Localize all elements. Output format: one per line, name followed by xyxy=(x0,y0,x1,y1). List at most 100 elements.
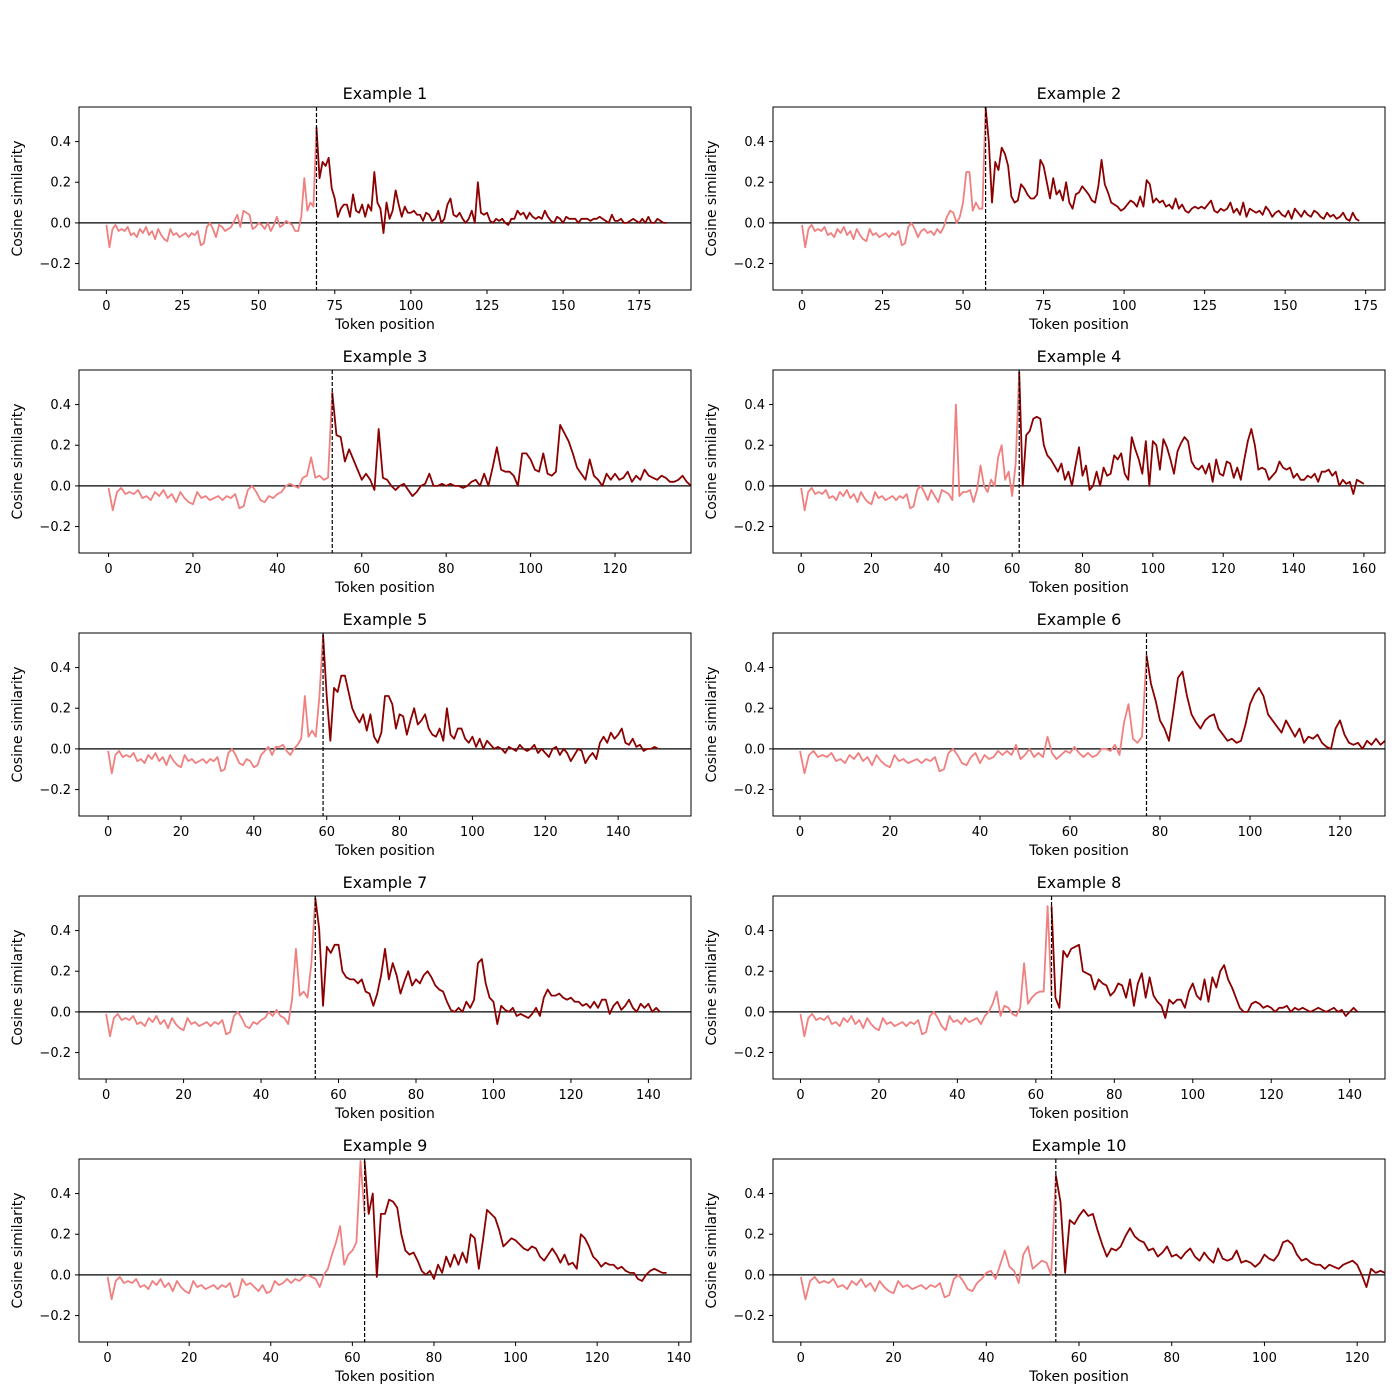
y-tick-label: 0.4 xyxy=(50,661,71,676)
x-tick-label: 40 xyxy=(262,1351,279,1366)
x-tick-label: 80 xyxy=(1163,1351,1180,1366)
prompt-series-line xyxy=(800,371,1021,512)
chart-title: Example 9 xyxy=(343,1136,428,1155)
chart-panel: 0 25 50 75 100 125 150 175 −0.2 0.0 0.2 0.4 Example … xyxy=(10,84,692,333)
x-tick-label: 175 xyxy=(1353,299,1378,314)
x-tick-label: 150 xyxy=(1273,299,1298,314)
chart-panel: 0 25 50 75 100 125 150 175 −0.2 0.0 0.2 0.4 Example … xyxy=(704,84,1386,333)
x-tick-label: 150 xyxy=(551,299,576,314)
x-tick-label: 60 xyxy=(318,825,335,840)
y-tick-label: 0.2 xyxy=(744,1228,765,1243)
prompt-series-line xyxy=(106,1160,366,1301)
y-tick-label: 0.2 xyxy=(50,702,71,717)
y-tick-label: −0.2 xyxy=(733,257,765,272)
x-axis-label: Token position xyxy=(1028,317,1129,333)
y-tick-label: 0.4 xyxy=(744,924,765,939)
x-tick-label: 80 xyxy=(426,1351,443,1366)
response-series-line xyxy=(331,392,691,497)
x-tick-label: 125 xyxy=(475,299,500,314)
x-tick-label: 125 xyxy=(1192,299,1217,314)
x-tick-label: 40 xyxy=(972,825,989,840)
x-tick-label: 80 xyxy=(1074,562,1091,577)
plot-frame xyxy=(78,632,692,817)
x-tick-label: 140 xyxy=(636,1088,661,1103)
response-series-line xyxy=(984,107,1360,222)
x-tick-label: 40 xyxy=(246,825,263,840)
x-tick-label: 120 xyxy=(1211,562,1236,577)
y-tick-label: 0.0 xyxy=(50,742,71,757)
x-tick-label: 20 xyxy=(882,825,899,840)
x-tick-label: 20 xyxy=(885,1351,902,1366)
x-axis-label: Token position xyxy=(1028,1106,1129,1122)
x-tick-label: 120 xyxy=(533,825,558,840)
prompt-series-line xyxy=(799,655,1148,775)
y-tick-label: 0.0 xyxy=(744,1268,765,1283)
y-tick-label: −0.2 xyxy=(733,1309,765,1324)
y-axis-label: Cosine similarity xyxy=(10,403,26,519)
prompt-series-line xyxy=(799,1175,1057,1301)
y-tick-label: 0.2 xyxy=(50,176,71,191)
x-axis-label: Token position xyxy=(1028,843,1129,859)
x-axis-label: Token position xyxy=(1028,580,1129,596)
x-tick-label: 100 xyxy=(1180,1088,1205,1103)
x-tick-label: 100 xyxy=(481,1088,506,1103)
y-tick-label: 0.2 xyxy=(744,439,765,454)
chart-title: Example 4 xyxy=(1037,347,1122,366)
y-tick-label: −0.2 xyxy=(733,1046,765,1061)
y-axis-label: Cosine similarity xyxy=(10,1192,26,1308)
x-tick-label: 0 xyxy=(104,562,112,577)
y-tick-label: −0.2 xyxy=(733,783,765,798)
y-tick-label: 0.4 xyxy=(744,661,765,676)
x-tick-label: 25 xyxy=(174,299,191,314)
x-tick-label: 140 xyxy=(1281,562,1306,577)
y-tick-label: 0.4 xyxy=(50,924,71,939)
chart-title: Example 8 xyxy=(1037,873,1122,892)
chart-panel: 0 20 40 60 80 100 120 140 −0.2 0.0 0.2 0.4 Example 5… xyxy=(10,610,692,859)
y-tick-label: 0.0 xyxy=(744,742,765,757)
x-tick-label: 0 xyxy=(796,825,804,840)
response-series-line xyxy=(1145,655,1385,750)
x-tick-label: 0 xyxy=(102,1088,110,1103)
chart-title: Example 5 xyxy=(343,610,428,629)
x-tick-label: 75 xyxy=(1035,299,1052,314)
y-tick-label: 0.4 xyxy=(50,398,71,413)
x-tick-label: 100 xyxy=(460,825,485,840)
x-tick-label: 80 xyxy=(1152,825,1169,840)
x-tick-label: 140 xyxy=(666,1351,691,1366)
chart-title: Example 1 xyxy=(343,84,428,103)
prompt-series-line xyxy=(801,107,987,249)
chart-panel: 0 20 40 60 80 100 120 140 −0.2 0.0 0.2 0.4 Example 9… xyxy=(10,1136,692,1385)
y-tick-label: 0.2 xyxy=(744,965,765,980)
chart-panel: 0 20 40 60 80 100 120 −0.2 0.0 0.2 0.4 Example 10 To… xyxy=(704,1136,1386,1385)
x-tick-label: 40 xyxy=(269,562,286,577)
plot-frame xyxy=(78,369,692,554)
y-tick-label: 0.2 xyxy=(50,965,71,980)
y-tick-label: −0.2 xyxy=(39,1046,71,1061)
plot-frame xyxy=(78,1158,692,1343)
x-tick-label: 0 xyxy=(798,299,806,314)
x-axis-label: Token position xyxy=(334,317,435,333)
chart-panel: 0 20 40 60 80 100 120 140 −0.2 0.0 0.2 0.4 Example 7… xyxy=(10,873,692,1122)
x-tick-label: 100 xyxy=(1140,562,1165,577)
x-tick-label: 20 xyxy=(185,562,202,577)
response-series-line xyxy=(315,127,667,234)
y-axis-label: Cosine similarity xyxy=(704,929,720,1045)
y-axis-label: Cosine similarity xyxy=(10,929,26,1045)
plot-frame xyxy=(772,1158,1386,1343)
y-tick-label: −0.2 xyxy=(39,783,71,798)
x-tick-label: 140 xyxy=(1337,1088,1362,1103)
response-series-line xyxy=(363,1160,667,1282)
x-tick-label: 20 xyxy=(863,562,880,577)
y-tick-label: 0.0 xyxy=(744,479,765,494)
x-axis-label: Token position xyxy=(1028,1369,1129,1385)
x-tick-label: 100 xyxy=(1238,825,1263,840)
y-tick-label: 0.2 xyxy=(744,176,765,191)
response-series-line xyxy=(1018,372,1365,495)
x-tick-label: 20 xyxy=(181,1351,198,1366)
y-tick-label: 0.0 xyxy=(50,216,71,231)
x-tick-label: 0 xyxy=(797,1351,805,1366)
x-tick-label: 0 xyxy=(103,1351,111,1366)
x-tick-label: 20 xyxy=(871,1088,888,1103)
x-tick-label: 120 xyxy=(1345,1351,1370,1366)
x-tick-label: 75 xyxy=(326,299,343,314)
